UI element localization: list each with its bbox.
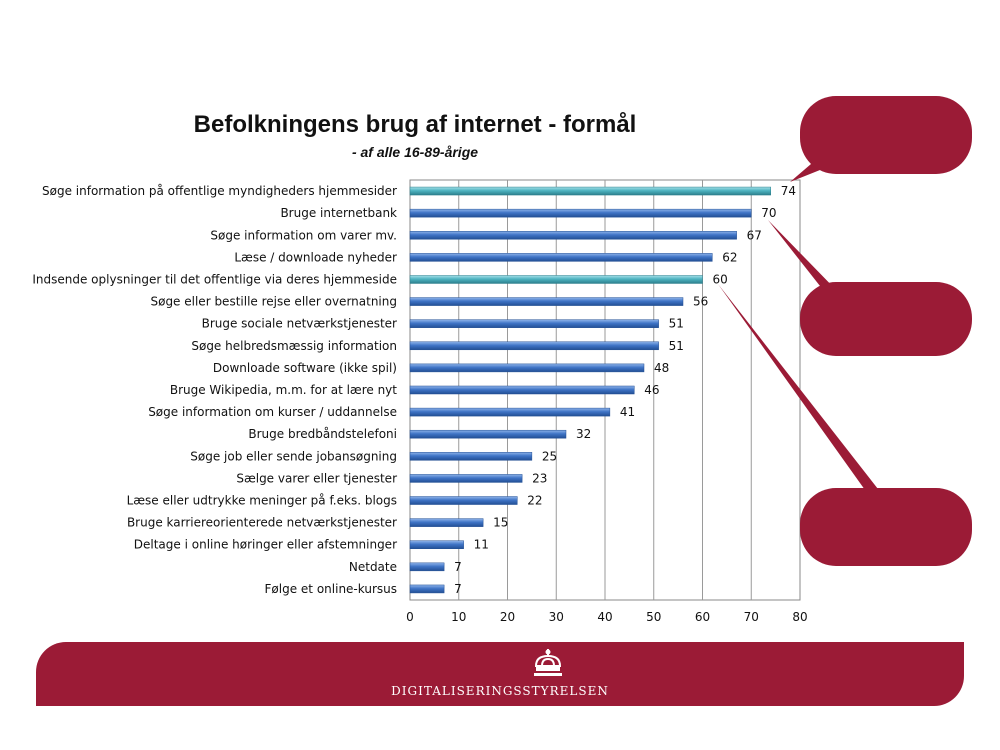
- bar: [409, 562, 445, 572]
- value-label: 48: [654, 361, 669, 375]
- category-label: Søge eller bestille rejse eller overnatn…: [150, 295, 397, 309]
- x-tick-label: 50: [646, 610, 661, 624]
- brand-name: DIGITALISERINGSSTYRELSEN: [391, 684, 609, 698]
- value-label: 7: [454, 582, 462, 596]
- crown-icon: [534, 649, 562, 676]
- bar: [409, 385, 635, 395]
- value-label: 62: [722, 250, 737, 264]
- category-label: Søge information om kurser / uddannelse: [148, 405, 397, 419]
- bar: [409, 540, 464, 549]
- bar: [409, 452, 533, 461]
- callout-3: [800, 488, 972, 566]
- category-label: Søge information på offentlige myndighed…: [42, 184, 397, 198]
- bar: [409, 584, 445, 594]
- bar: [409, 275, 703, 284]
- category-label: Bruge bredbåndstelefoni: [248, 427, 397, 441]
- category-label: Følge et online-kursus: [265, 582, 397, 596]
- bar: [409, 518, 484, 527]
- bar: [409, 319, 659, 328]
- value-label: 23: [532, 471, 547, 485]
- x-tick-label: 10: [451, 610, 466, 624]
- category-label: Indsende oplysninger til det offentlige …: [32, 272, 397, 286]
- value-label: 70: [761, 206, 776, 220]
- callout-pointer-3: [718, 284, 892, 507]
- category-label: Netdate: [349, 560, 397, 574]
- category-label: Bruge sociale netværkstjenester: [202, 317, 397, 331]
- category-label: Bruge karriereorienterede netværkstjenes…: [127, 516, 397, 530]
- value-label: 46: [644, 383, 659, 397]
- callout-2: [800, 282, 972, 356]
- x-tick-label: 60: [695, 610, 710, 624]
- bar: [409, 231, 737, 240]
- value-label: 32: [576, 427, 591, 441]
- x-tick-label: 20: [500, 610, 515, 624]
- value-label: 67: [747, 228, 762, 242]
- x-tick-label: 30: [549, 610, 564, 624]
- value-label: 60: [713, 272, 728, 286]
- value-label: 25: [542, 449, 557, 463]
- bar: [409, 297, 684, 306]
- value-label: 22: [527, 494, 542, 508]
- value-label: 11: [474, 538, 489, 552]
- bar: [409, 208, 752, 218]
- value-label: 15: [493, 516, 508, 530]
- x-tick-label: 80: [792, 610, 807, 624]
- category-label: Bruge Wikipedia, m.m. for at lære nyt: [170, 383, 397, 397]
- category-label: Deltage i online høringer eller afstemni…: [134, 538, 397, 552]
- category-label: Sælge varer eller tjenester: [236, 471, 397, 485]
- footer-bar: DIGITALISERINGSSTYRELSEN: [36, 642, 964, 706]
- value-label: 74: [781, 184, 796, 198]
- x-tick-label: 40: [597, 610, 612, 624]
- callouts: [718, 96, 972, 566]
- callout-pointer-2: [768, 220, 842, 296]
- value-label: 56: [693, 295, 708, 309]
- x-tick-label: 70: [744, 610, 759, 624]
- bar: [409, 253, 713, 262]
- category-label: Søge job eller sende jobansøgning: [190, 449, 397, 463]
- bar: [409, 407, 611, 417]
- bar: [409, 474, 523, 483]
- chart-title: Befolkningens brug af internet - formål: [194, 111, 637, 138]
- value-label: 41: [620, 405, 635, 419]
- category-label: Læse eller udtrykke meninger på f.eks. b…: [127, 494, 397, 508]
- category-label: Søge information om varer mv.: [210, 228, 397, 242]
- bar: [409, 186, 771, 196]
- category-label: Læse / downloade nyheder: [234, 250, 397, 264]
- category-label: Søge helbredsmæssig information: [191, 339, 397, 353]
- category-label: Bruge internetbank: [280, 206, 397, 220]
- value-label: 51: [669, 317, 684, 331]
- bar: [409, 341, 659, 351]
- plot-area: 0 10 20 30 40 50 60 70 80 Søge information på off…: [32, 179, 808, 624]
- value-label: 51: [669, 339, 684, 353]
- value-label: 7: [454, 560, 462, 574]
- callout-1: [800, 96, 972, 174]
- x-tick-label: 0: [406, 610, 414, 624]
- bar: [409, 429, 567, 439]
- bar: [409, 363, 645, 373]
- category-label: Downloade software (ikke spil): [213, 361, 397, 375]
- bar: [409, 496, 518, 505]
- chart-subtitle: - af alle 16-89-årige: [352, 144, 478, 160]
